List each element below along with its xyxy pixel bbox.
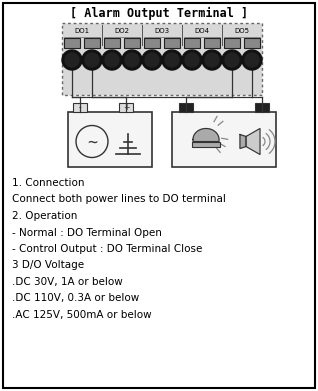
Circle shape [245, 53, 259, 67]
FancyBboxPatch shape [3, 3, 315, 388]
Text: [ Alarm Output Terminal ]: [ Alarm Output Terminal ] [70, 7, 248, 20]
Circle shape [165, 53, 179, 67]
Bar [179, 103, 193, 112]
Bar [124, 38, 140, 48]
Text: .DC 30V, 1A or below: .DC 30V, 1A or below [12, 277, 123, 287]
FancyBboxPatch shape [62, 23, 262, 95]
Text: DO4: DO4 [195, 28, 210, 34]
Bar [119, 103, 133, 112]
Text: ~: ~ [87, 133, 97, 151]
FancyBboxPatch shape [172, 112, 276, 167]
Circle shape [145, 53, 159, 67]
Circle shape [222, 50, 242, 70]
Circle shape [242, 50, 262, 70]
Text: +: + [123, 103, 129, 112]
Bar [84, 38, 100, 48]
Text: .DC 110V, 0.3A or below: .DC 110V, 0.3A or below [12, 294, 139, 303]
Text: 3 D/O Voltage: 3 D/O Voltage [12, 260, 84, 271]
Text: DO5: DO5 [234, 28, 250, 34]
Text: - Control Output : DO Terminal Close: - Control Output : DO Terminal Close [12, 244, 202, 254]
FancyBboxPatch shape [68, 112, 152, 167]
Polygon shape [193, 129, 219, 142]
Circle shape [125, 53, 139, 67]
Text: -: - [79, 103, 81, 112]
Text: .AC 125V, 500mA or below: .AC 125V, 500mA or below [12, 310, 152, 320]
Bar [164, 38, 180, 48]
Circle shape [185, 53, 199, 67]
Bar [184, 38, 200, 48]
Text: 2. Operation: 2. Operation [12, 211, 77, 221]
Circle shape [225, 53, 239, 67]
Circle shape [105, 53, 119, 67]
Circle shape [162, 50, 182, 70]
Text: DO1: DO1 [74, 28, 90, 34]
Circle shape [122, 50, 142, 70]
Circle shape [102, 50, 122, 70]
Circle shape [85, 53, 99, 67]
Text: 1. Connection: 1. Connection [12, 178, 85, 188]
Text: DO3: DO3 [155, 28, 169, 34]
Circle shape [202, 50, 222, 70]
Circle shape [62, 50, 82, 70]
Circle shape [82, 50, 102, 70]
Bar [64, 38, 80, 48]
Circle shape [182, 50, 202, 70]
Circle shape [142, 50, 162, 70]
Bar [73, 103, 87, 112]
Bar [224, 38, 240, 48]
Bar [204, 38, 220, 48]
Bar [192, 142, 220, 147]
Bar [104, 38, 120, 48]
Polygon shape [240, 135, 246, 149]
Circle shape [205, 53, 219, 67]
Bar [144, 38, 160, 48]
Circle shape [65, 53, 79, 67]
Text: - Normal : DO Terminal Open: - Normal : DO Terminal Open [12, 228, 162, 237]
Bar [255, 103, 269, 112]
Text: Connect both power lines to DO terminal: Connect both power lines to DO terminal [12, 194, 226, 204]
Text: DO2: DO2 [114, 28, 129, 34]
Bar [244, 38, 260, 48]
Polygon shape [246, 129, 260, 154]
